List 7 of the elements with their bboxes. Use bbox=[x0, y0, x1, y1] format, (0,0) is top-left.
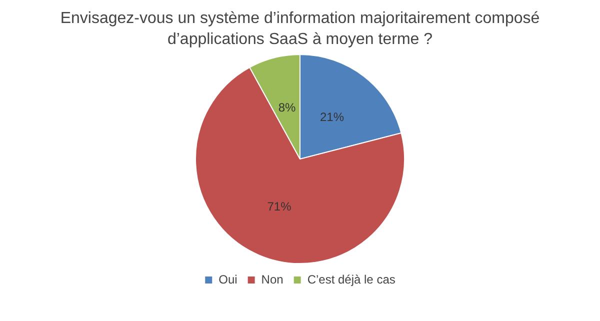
data-label: 21% bbox=[320, 110, 344, 124]
legend-label: Non bbox=[261, 272, 284, 286]
legend-label: Oui bbox=[218, 272, 238, 286]
legend-label: C’est déjà le cas bbox=[307, 272, 396, 286]
data-label: 71% bbox=[267, 199, 292, 214]
data-label: 8% bbox=[278, 100, 296, 115]
chart-title: Envisagez-vous un système d’information majoritairement composé d’applications SaaS à moyen terme ? bbox=[59, 9, 541, 50]
